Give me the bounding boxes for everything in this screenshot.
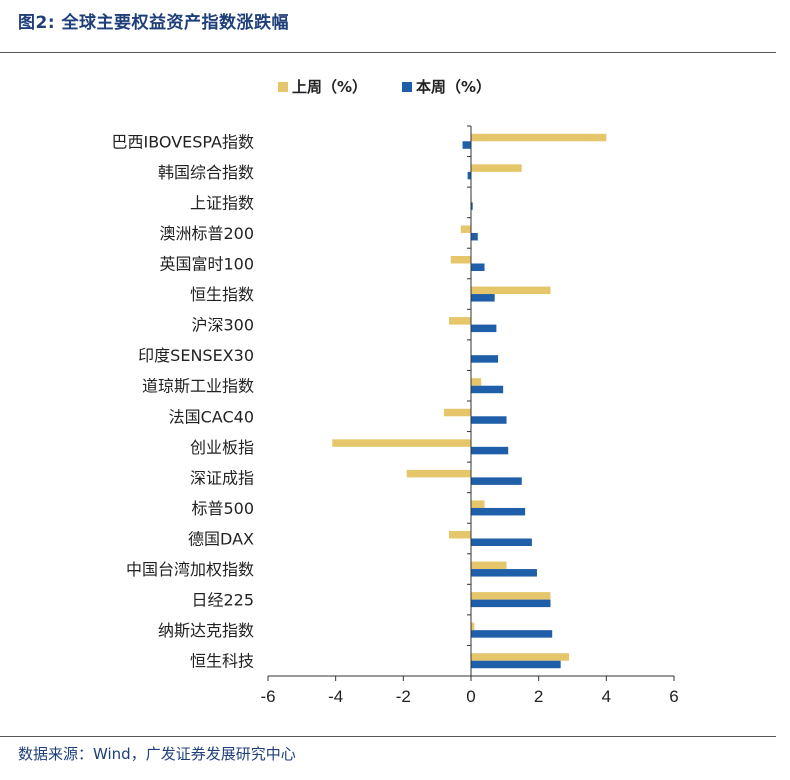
x-tick-label-6: 6 [669,687,678,706]
category-label-3: 澳洲标普200 [159,224,254,243]
bar-this-week-11 [471,477,522,485]
legend-label-this-week: 本周（%） [416,78,492,96]
bar-last-week-17 [471,653,570,661]
legend-item-last-week: 上周（%） [278,76,367,97]
x-tick-label-5: 4 [602,687,611,706]
category-label-17: 恒生科技 [190,652,254,671]
category-label-5: 恒生指数 [190,285,254,304]
category-label-4: 英国富时100 [159,255,254,274]
x-tick-label-2: -2 [396,687,411,706]
category-label-6: 沪深300 [191,316,254,335]
category-label-10: 创业板指 [190,438,254,457]
bar-this-week-6 [471,324,497,333]
x-tick-label-0: -6 [260,687,275,706]
bar-this-week-8 [471,385,504,394]
bar-this-week-5 [471,294,495,302]
bar-this-week-14 [471,569,537,577]
bar-this-week-15 [471,599,551,608]
bar-last-week-8 [471,378,482,386]
bar-this-week-7 [471,355,499,363]
top-divider [0,52,776,53]
bar-this-week-9 [471,416,507,424]
bar-this-week-10 [471,446,509,455]
bar-last-week-6 [449,317,471,325]
category-label-11: 深证成指 [190,468,254,487]
bar-last-week-15 [471,592,551,600]
bar-this-week-17 [471,660,561,669]
bar-last-week-1 [471,164,522,172]
category-label-8: 道琼斯工业指数 [142,377,254,396]
bar-this-week-13 [471,538,532,546]
category-label-0: 巴西IBOVESPA指数 [111,132,254,151]
figure-title: 图2: 全球主要权益资产指数涨跌幅 [18,13,290,33]
bar-last-week-16 [471,622,475,631]
bar-this-week-4 [471,263,485,271]
bar-this-week-0 [462,141,471,149]
source-note: 数据来源：Wind，广发证券发展研究中心 [18,745,296,763]
category-label-7: 印度SENSEX30 [138,346,254,365]
x-tick-label-1: -4 [328,687,343,706]
bar-this-week-12 [471,507,526,516]
bar-this-week-3 [471,232,478,241]
bar-this-week-1 [467,171,471,180]
bar-last-week-3 [460,225,471,233]
category-label-9: 法国CAC40 [169,407,254,426]
bar-last-week-9 [443,408,471,417]
category-label-16: 纳斯达克指数 [158,621,254,640]
bar-last-week-12 [471,500,485,508]
bar-last-week-14 [471,561,507,570]
category-label-1: 韩国综合指数 [158,163,254,182]
category-label-13: 德国DAX [188,530,254,549]
bar-this-week-16 [471,630,553,638]
bar-last-week-0 [471,133,607,142]
category-label-15: 日经225 [191,591,254,610]
category-label-14: 中国台湾加权指数 [126,560,254,579]
x-tick-label-3: 0 [466,687,475,706]
bar-last-week-4 [450,256,471,264]
bar-this-week-2 [471,202,473,210]
legend-label-last-week: 上周（%） [292,78,368,96]
bottom-divider [0,736,776,737]
x-tick-label-4: 2 [534,687,543,706]
category-label-2: 上证指数 [190,193,254,212]
bar-last-week-5 [471,286,551,295]
legend-swatch-last-week [278,81,288,92]
legend-swatch-this-week [402,81,412,92]
bar-last-week-11 [406,469,471,478]
legend-item-this-week: 本周（%） [402,76,491,97]
category-label-12: 标普500 [191,499,254,518]
bar-last-week-10 [332,439,471,447]
bar-last-week-13 [449,531,471,539]
